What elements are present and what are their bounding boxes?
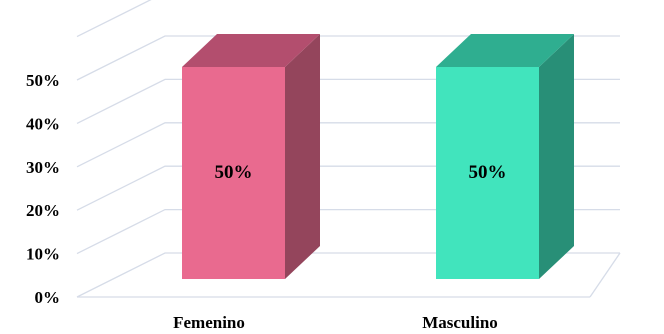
y-tick-label: 0% xyxy=(35,288,61,307)
bar-data-label: 50% xyxy=(215,162,253,183)
x-axis-categories: Femenino Masculino xyxy=(173,313,498,332)
bar-data-label: 50% xyxy=(469,162,507,183)
bar-side-face xyxy=(285,34,320,279)
x-category-label: Masculino xyxy=(422,313,498,332)
bar-masculino: 50% xyxy=(436,34,574,279)
gridline xyxy=(76,35,620,81)
floor-side-edge xyxy=(589,252,621,298)
bar-front-face xyxy=(436,67,539,279)
y-tick-label: 10% xyxy=(26,245,60,264)
gridlines xyxy=(76,0,621,298)
bar-top-face xyxy=(436,34,574,67)
bar-femenino: 50% xyxy=(182,34,320,279)
y-tick-label: 40% xyxy=(26,114,60,133)
y-axis-ticks: 0% 10% 20% 30% 40% 50% xyxy=(26,71,60,307)
gridline xyxy=(76,0,152,38)
bar-top-face xyxy=(182,34,320,67)
bar-side-face xyxy=(539,34,574,279)
y-tick-label: 50% xyxy=(26,71,60,90)
x-category-label: Femenino xyxy=(173,313,245,332)
y-tick-label: 30% xyxy=(26,158,60,177)
y-tick-label: 20% xyxy=(26,201,60,220)
bar-front-face xyxy=(182,67,285,279)
bars: 50% 50% xyxy=(182,34,574,279)
